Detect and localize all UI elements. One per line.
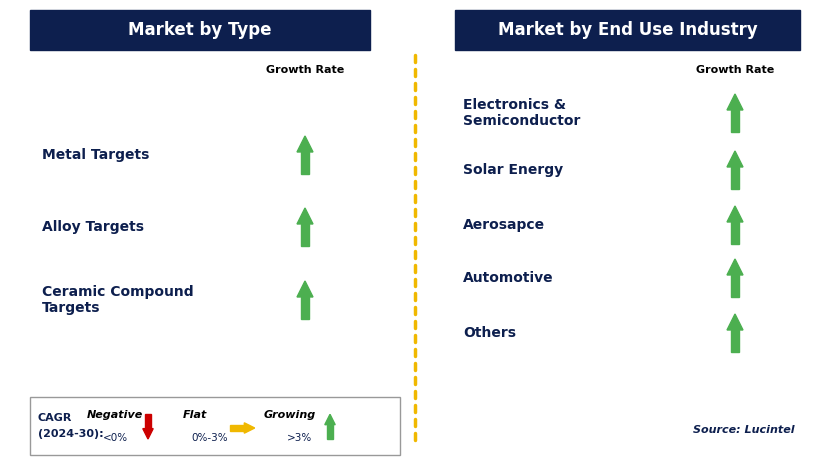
Text: Growth Rate: Growth Rate (266, 65, 344, 75)
Polygon shape (327, 425, 332, 439)
Text: Alloy Targets: Alloy Targets (42, 220, 144, 234)
Text: Electronics &
Semiconductor: Electronics & Semiconductor (463, 98, 580, 128)
Text: Solar Energy: Solar Energy (463, 163, 562, 177)
Polygon shape (301, 152, 309, 174)
Text: CAGR: CAGR (38, 413, 72, 423)
Text: Others: Others (463, 326, 515, 340)
Polygon shape (296, 136, 313, 152)
Polygon shape (730, 275, 738, 297)
Polygon shape (325, 414, 335, 425)
Text: Source: Lucintel: Source: Lucintel (692, 425, 794, 435)
Text: 0%-3%: 0%-3% (191, 433, 228, 443)
Text: <0%: <0% (103, 433, 128, 443)
Polygon shape (244, 423, 254, 433)
Polygon shape (726, 314, 742, 330)
Text: Growth Rate: Growth Rate (695, 65, 773, 75)
Text: Metal Targets: Metal Targets (42, 148, 149, 162)
Polygon shape (145, 414, 151, 429)
Polygon shape (296, 208, 313, 224)
Text: Market by Type: Market by Type (128, 21, 272, 39)
Polygon shape (301, 224, 309, 246)
Text: (2024-30):: (2024-30): (38, 429, 104, 439)
Polygon shape (726, 94, 742, 110)
Text: Aerosapce: Aerosapce (463, 218, 545, 232)
Polygon shape (730, 167, 738, 189)
Polygon shape (229, 425, 244, 431)
Text: Flat: Flat (183, 410, 207, 420)
Polygon shape (730, 110, 738, 132)
Text: Market by End Use Industry: Market by End Use Industry (497, 21, 757, 39)
Polygon shape (730, 222, 738, 244)
Text: Negative: Negative (87, 410, 143, 420)
Polygon shape (301, 297, 309, 319)
FancyBboxPatch shape (30, 397, 400, 455)
Polygon shape (726, 206, 742, 222)
Text: >3%: >3% (287, 433, 312, 443)
Text: Growing: Growing (263, 410, 315, 420)
FancyBboxPatch shape (455, 10, 799, 50)
FancyBboxPatch shape (30, 10, 369, 50)
Polygon shape (142, 429, 153, 439)
Polygon shape (726, 151, 742, 167)
Polygon shape (730, 330, 738, 352)
Polygon shape (296, 281, 313, 297)
Text: Automotive: Automotive (463, 271, 553, 285)
Polygon shape (726, 259, 742, 275)
Text: Ceramic Compound
Targets: Ceramic Compound Targets (42, 285, 194, 315)
